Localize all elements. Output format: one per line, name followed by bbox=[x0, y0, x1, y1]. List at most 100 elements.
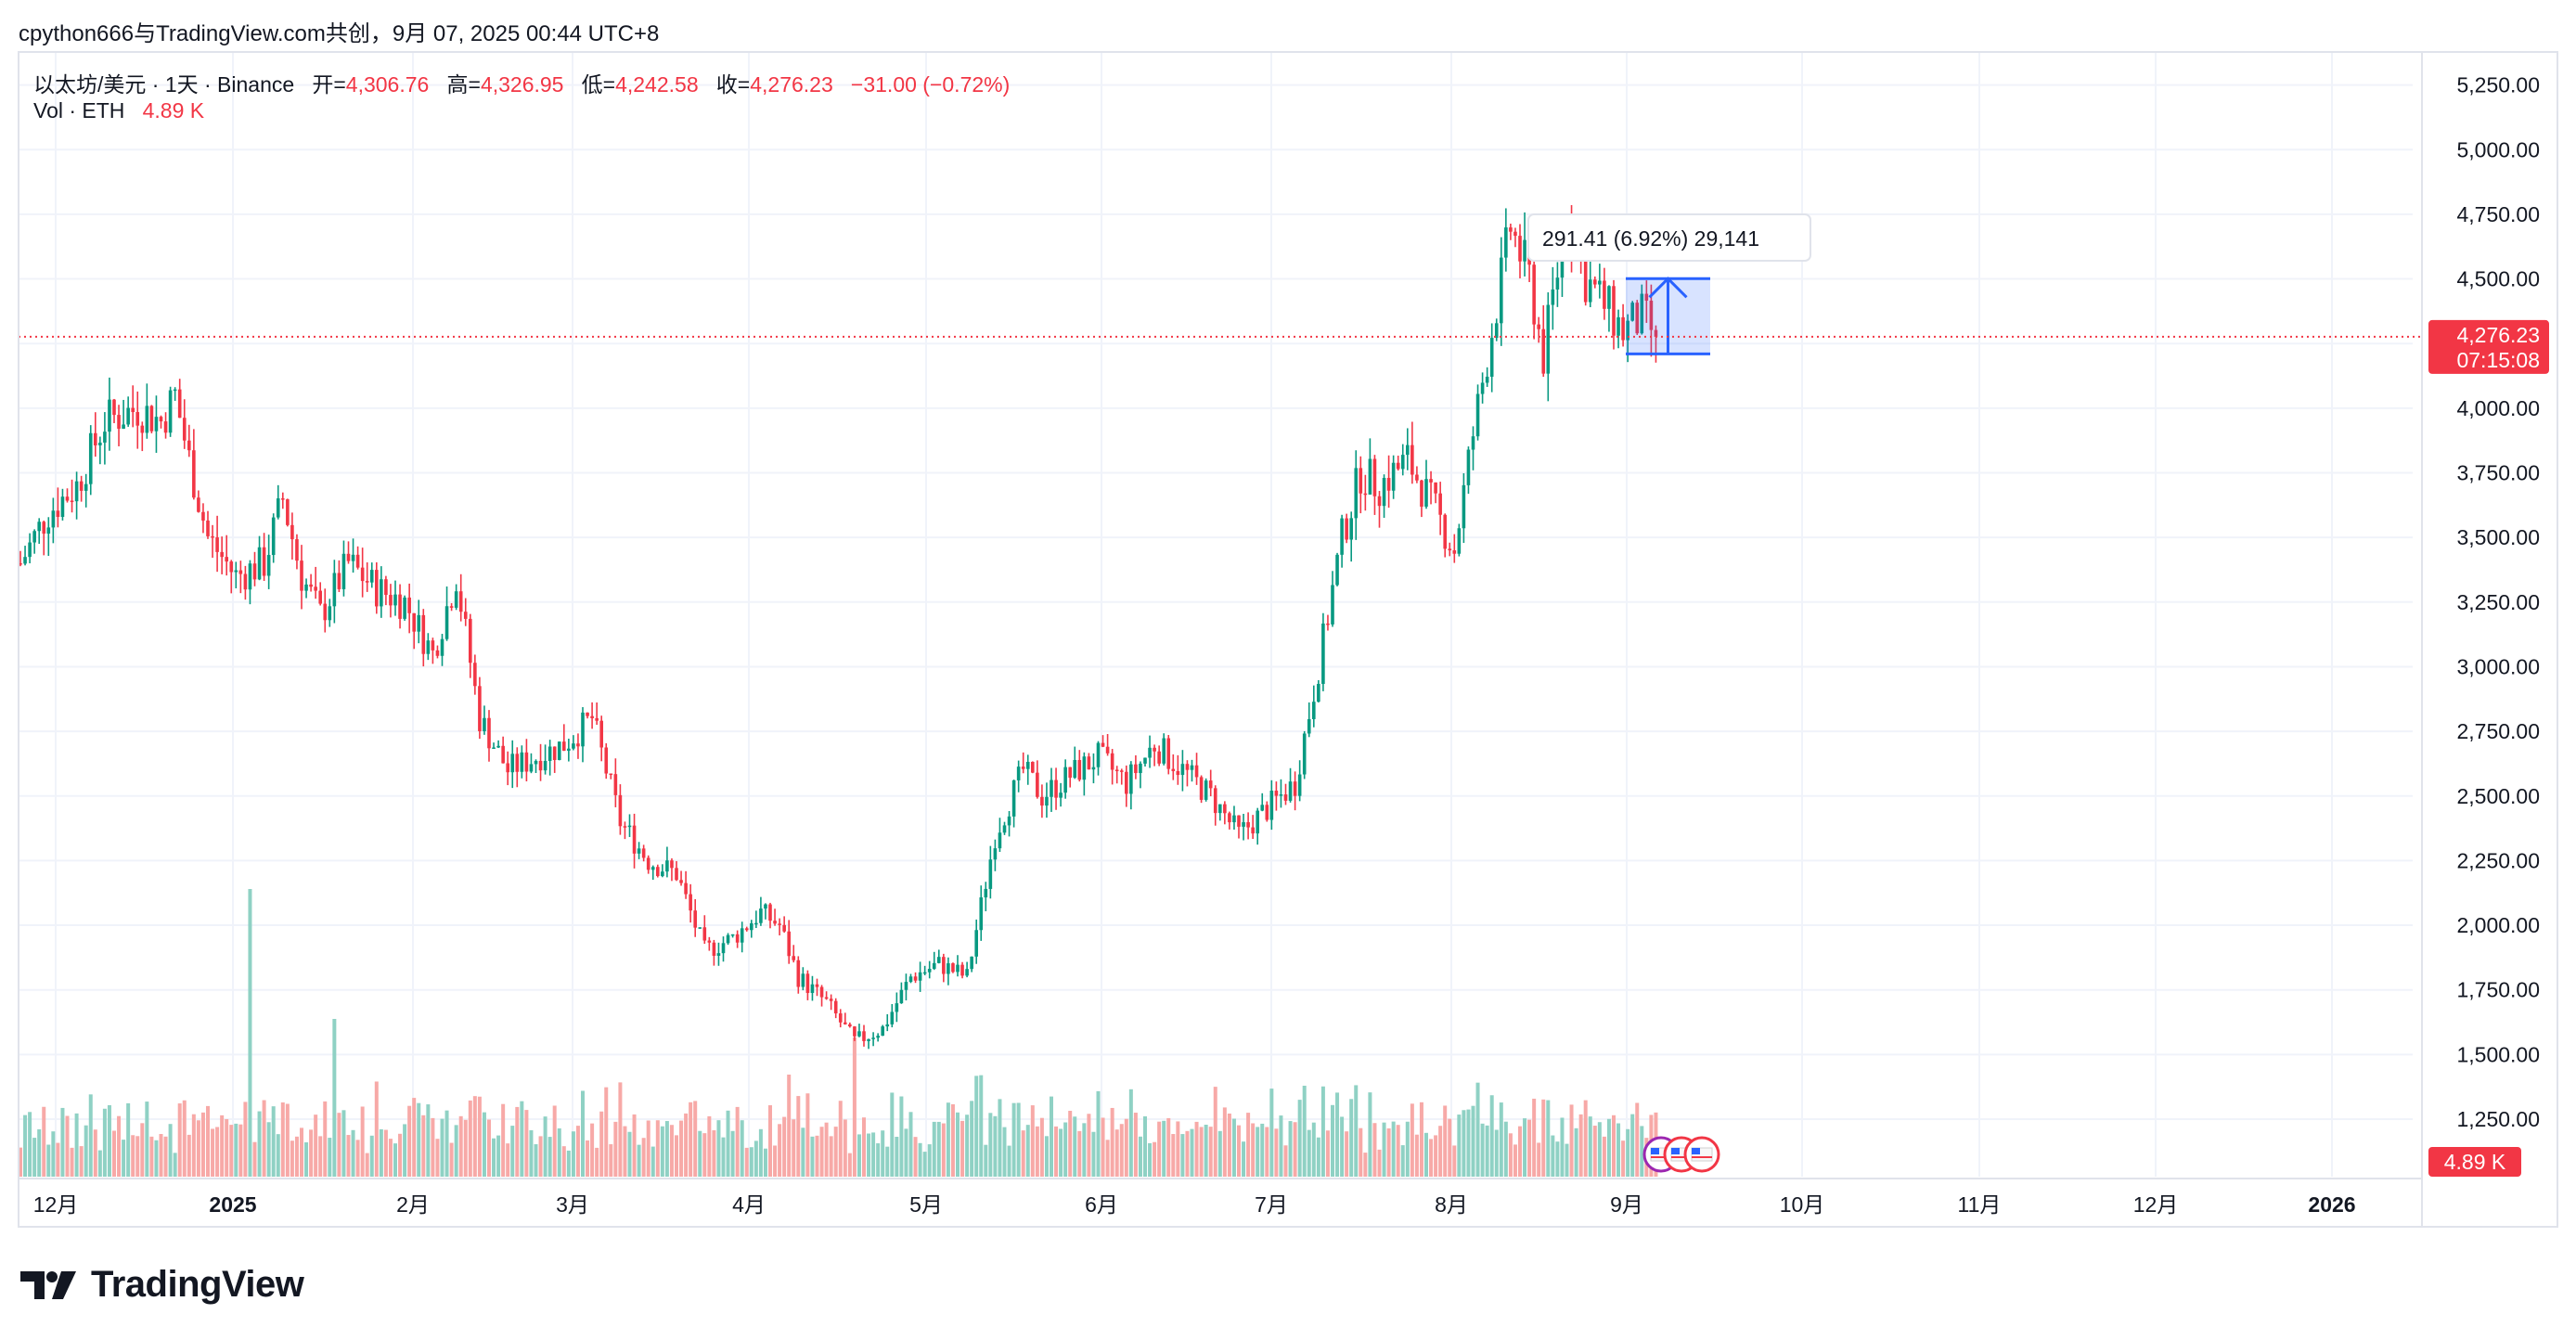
volume-bar bbox=[1059, 1128, 1063, 1177]
candle-body bbox=[46, 527, 51, 535]
candle-body bbox=[1363, 493, 1368, 496]
candle-body bbox=[661, 871, 664, 877]
volume-bar bbox=[501, 1103, 506, 1177]
candle-body bbox=[1119, 770, 1124, 772]
candle-body bbox=[1382, 478, 1386, 507]
volume-bar bbox=[1007, 1145, 1011, 1177]
volume-bar bbox=[309, 1129, 314, 1177]
candle-body bbox=[215, 537, 219, 552]
candle-body bbox=[1583, 258, 1588, 303]
volume-bar bbox=[93, 1129, 97, 1177]
volume-bar bbox=[543, 1116, 547, 1177]
volume-bar bbox=[1016, 1102, 1021, 1177]
volume-bar bbox=[895, 1137, 899, 1177]
candle-body bbox=[431, 640, 435, 651]
grid bbox=[19, 52, 2413, 1177]
volume-bar bbox=[126, 1102, 131, 1177]
volume-bar bbox=[627, 1131, 632, 1177]
volume-bar bbox=[918, 1142, 922, 1177]
candle-body bbox=[32, 531, 36, 543]
candle-body bbox=[140, 425, 145, 433]
volume-bar bbox=[449, 1142, 454, 1177]
volume-bar bbox=[581, 1090, 585, 1177]
volume-bar bbox=[936, 1121, 941, 1177]
candle-body bbox=[117, 415, 121, 429]
volume-bar bbox=[234, 1123, 238, 1177]
volume-bar bbox=[1021, 1130, 1025, 1177]
volume-bar bbox=[1110, 1107, 1114, 1177]
tradingview-brand[interactable]: TradingView bbox=[20, 1264, 304, 1306]
close-label: 收= bbox=[715, 72, 751, 97]
measure-tool[interactable]: 291.41 (6.92%) 29,141 bbox=[1527, 213, 1811, 355]
volume-bar bbox=[51, 1131, 56, 1177]
candle-body bbox=[1153, 747, 1156, 752]
volume-bar bbox=[974, 1076, 979, 1177]
volume-bar bbox=[520, 1101, 524, 1177]
candle-body bbox=[773, 921, 777, 924]
volume-bar bbox=[749, 1147, 753, 1177]
volume-bar bbox=[515, 1106, 520, 1177]
volume-bar bbox=[1077, 1130, 1082, 1177]
candle-body bbox=[942, 957, 946, 974]
candle-body bbox=[918, 972, 922, 981]
volume-bar bbox=[1242, 1141, 1246, 1177]
candle-body bbox=[440, 638, 444, 656]
volume-bar bbox=[993, 1115, 998, 1177]
y-axis[interactable]: 1,250.00 1,500.00 1,750.00 2,000.00 2,250.00… bbox=[2421, 52, 2549, 1227]
volume-bar bbox=[1331, 1104, 1334, 1177]
candle-body bbox=[1279, 794, 1283, 796]
x-tick-label: 2025 bbox=[209, 1192, 256, 1217]
candle-body bbox=[70, 500, 74, 503]
volume-bar bbox=[1063, 1122, 1068, 1177]
candle-body bbox=[1457, 528, 1462, 554]
volume-bar bbox=[1231, 1118, 1236, 1177]
volume-label[interactable]: Vol · ETH bbox=[33, 98, 125, 122]
volume-bar bbox=[1382, 1122, 1386, 1177]
candle-body bbox=[473, 663, 477, 687]
volume-bar bbox=[318, 1136, 323, 1177]
candle-body bbox=[1148, 747, 1152, 758]
volume-bar bbox=[28, 1112, 32, 1177]
volume-bar bbox=[1171, 1134, 1176, 1177]
volume-bar bbox=[1606, 1118, 1611, 1177]
candle-body bbox=[369, 570, 374, 583]
volume-bar bbox=[829, 1136, 833, 1177]
volume-bar bbox=[369, 1135, 374, 1177]
candle-body bbox=[1242, 822, 1245, 827]
volume-bar bbox=[1124, 1118, 1128, 1177]
event-icons[interactable] bbox=[1642, 1136, 1720, 1173]
x-tick-label: 4月 bbox=[732, 1192, 766, 1217]
volume-bar bbox=[388, 1139, 393, 1177]
candle-body bbox=[1396, 462, 1400, 470]
volume-bar bbox=[927, 1144, 932, 1177]
candle-body bbox=[641, 848, 646, 858]
volume-bar bbox=[721, 1137, 726, 1177]
candle-body bbox=[1105, 746, 1110, 754]
volume-bar bbox=[1101, 1117, 1105, 1177]
x-axis[interactable]: 12月 2025 2月 3月 4月 5月 6月 7月 8月 9月 10月 11月 12月 2026 bbox=[19, 1178, 2422, 1217]
volume-bar bbox=[1494, 1129, 1499, 1177]
volume-bar bbox=[1621, 1140, 1626, 1177]
volume-bar bbox=[472, 1096, 477, 1177]
volume-bar bbox=[1424, 1132, 1428, 1177]
volume-bar bbox=[1377, 1149, 1382, 1177]
candle-body bbox=[126, 407, 130, 425]
y-tick-label: 1,250.00 bbox=[2456, 1107, 2540, 1131]
candle-body bbox=[407, 597, 411, 613]
chart-frame bbox=[18, 51, 2558, 1228]
candle-body bbox=[1256, 810, 1259, 834]
y-tick-label: 4,000.00 bbox=[2456, 396, 2540, 420]
volume-bar bbox=[285, 1103, 290, 1177]
candle-body bbox=[74, 481, 79, 502]
candle-body bbox=[60, 496, 65, 518]
symbol-label[interactable]: 以太坊/美元 · 1天 · Binance bbox=[33, 72, 295, 97]
volume-bar bbox=[1320, 1086, 1325, 1177]
volume-bar bbox=[707, 1115, 712, 1177]
volume-badge-label: 4.89 K bbox=[2444, 1150, 2506, 1174]
candle-body bbox=[380, 579, 383, 607]
volume-bar bbox=[590, 1123, 595, 1177]
candle-body bbox=[234, 570, 238, 573]
candle-body bbox=[159, 417, 163, 422]
y-tick-label: 1,500.00 bbox=[2456, 1042, 2540, 1066]
